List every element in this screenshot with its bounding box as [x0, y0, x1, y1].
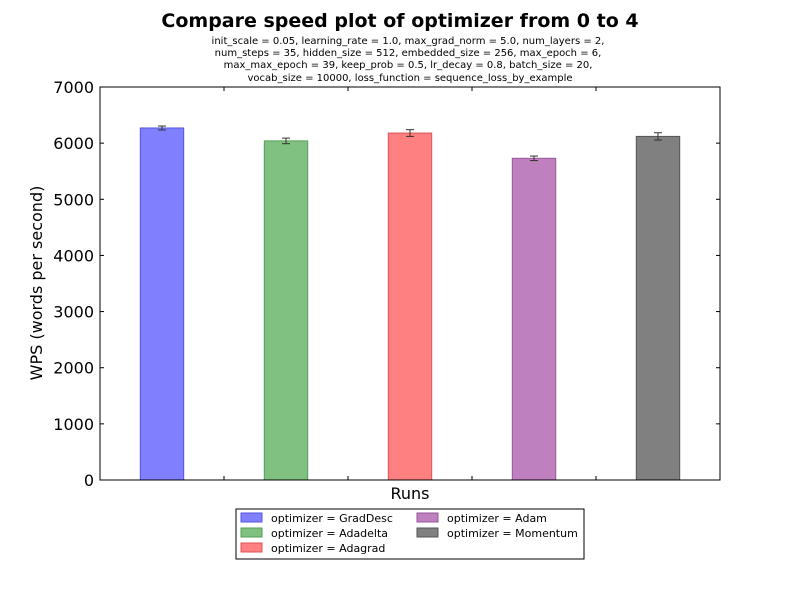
chart-subtitle-line-1: init_scale = 0.05, learning_rate = 1.0, …: [212, 36, 605, 47]
chart-subtitle-line-4: vocab_size = 10000, loss_function = sequ…: [247, 73, 572, 84]
bar-4: [635, 135, 681, 481]
y-axis-label: WPS (words per second): [27, 186, 46, 381]
bar-group: [139, 127, 681, 481]
x-axis-label: Runs: [390, 484, 429, 503]
y-tick-label-0: 0: [84, 471, 94, 490]
bar-1: [263, 140, 309, 481]
y-tick-label-3: 3000: [53, 303, 94, 322]
legend-swatch-1: [240, 527, 263, 538]
y-tick-label-4: 4000: [53, 246, 94, 265]
legend-label-0: optimizer = GradDesc: [271, 512, 393, 525]
y-tick-label-7: 7000: [53, 78, 94, 97]
legend-swatch-3: [416, 512, 439, 523]
error-bar-group: [158, 125, 662, 162]
legend: optimizer = GradDesc optimizer = Adadelta…: [235, 508, 585, 560]
legend-swatch-0: [240, 512, 263, 523]
legend-swatch-2: [240, 542, 263, 553]
bar-0: [139, 127, 185, 481]
legend-label-4: optimizer = Momentum: [447, 527, 578, 540]
y-tick-label-2: 2000: [53, 359, 94, 378]
legend-box: [235, 508, 585, 560]
chart-subtitle-line-3: max_max_epoch = 39, keep_prob = 0.5, lr_…: [224, 60, 593, 71]
bar-3: [511, 157, 557, 481]
tick-group: 0 1000 2000 3000 4000 5000 6000 7000: [53, 78, 720, 490]
legend-label-3: optimizer = Adam: [447, 512, 547, 525]
y-tick-label-1: 1000: [53, 415, 94, 434]
legend-swatch-4: [416, 527, 439, 538]
legend-label-2: optimizer = Adagrad: [271, 542, 385, 555]
chart-title: Compare speed plot of optimizer from 0 t…: [161, 10, 638, 32]
legend-label-1: optimizer = Adadelta: [271, 527, 388, 540]
bar-2: [387, 132, 433, 481]
chart-subtitle-line-2: num_steps = 35, hidden_size = 512, embed…: [215, 48, 602, 59]
y-tick-label-6: 6000: [53, 134, 94, 153]
plot-frame: [99, 86, 721, 481]
y-tick-label-5: 5000: [53, 190, 94, 209]
